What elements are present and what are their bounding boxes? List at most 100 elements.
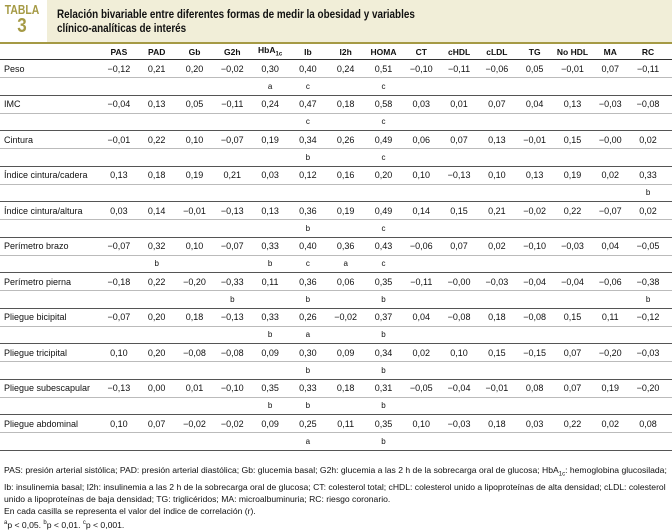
column-header: No HDL: [556, 46, 589, 57]
row-label: Pliegue tricipital: [4, 347, 68, 358]
significance-note: ap < 0,05. bp < 0,01. cp < 0,001.: [4, 517, 668, 531]
sig-c-text: p < 0,001.: [85, 519, 125, 530]
correlation-table: PAS PAD Gb G2h HbA1c Ib I2h HOMA CT cHDL cLDL TG No …: [0, 44, 672, 451]
correlation-value: 0,14: [412, 205, 431, 216]
significance-mark: b: [381, 294, 386, 304]
column-header: G2h: [224, 46, 241, 57]
top-rule: [0, 42, 672, 44]
correlation-value: 0,33: [261, 241, 279, 251]
significance-mark: c: [305, 259, 310, 269]
correlation-value: 0,43: [374, 241, 393, 251]
significance-mark: b: [381, 401, 386, 411]
title-band: Relación bivariable entre diferentes for…: [47, 0, 672, 42]
significance-mark: a: [305, 436, 311, 446]
correlation-value: 0,00: [147, 383, 166, 393]
row-label: Pliegue bicipital: [4, 312, 67, 322]
correlation-value: −0,04: [523, 276, 547, 287]
significance-mark: b: [267, 259, 273, 269]
correlation-value: 0,06: [336, 276, 355, 287]
correlation-value: 0,07: [563, 347, 582, 358]
column-header: PAS: [110, 46, 128, 57]
correlation-value: 0,11: [261, 276, 279, 287]
table-row: Perímetro brazo −0,07 0,32 0,10 −0,07 0,33 0,4…: [0, 238, 672, 256]
correlation-value: 0,18: [147, 170, 166, 180]
correlation-value: 0,30: [299, 347, 317, 358]
correlation-value: 0,07: [450, 241, 468, 251]
significance-mark: c: [305, 117, 310, 127]
significance-mark: c: [381, 152, 386, 162]
sig-a-mark: a: [4, 519, 8, 526]
correlation-value: 0,47: [299, 99, 317, 109]
correlation-value: −0,38: [636, 276, 660, 287]
correlation-value: −0,04: [561, 276, 584, 287]
correlation-value: 0,19: [261, 134, 279, 145]
significance-mark: b: [305, 401, 311, 411]
correlation-value: 0,03: [110, 205, 128, 216]
correlation-value: 0,10: [488, 170, 506, 180]
significance-mark: b: [305, 294, 311, 304]
correlation-value: 0,18: [185, 312, 204, 322]
column-header: PAD: [148, 46, 166, 57]
sig-c-mark: c: [82, 519, 86, 526]
row-label: Cintura: [4, 134, 34, 145]
correlation-value: 0,01: [450, 99, 468, 109]
correlation-value: 0,33: [639, 170, 657, 180]
table-row: IMC −0,04 0,13 0,05 −0,11 0,24 0,47 0,18 0,58 0,0…: [0, 96, 672, 114]
correlation-value: 0,13: [488, 134, 506, 145]
correlation-value: 0,04: [412, 312, 431, 322]
correlation-value: 0,07: [601, 63, 620, 74]
row-label: Índice cintura/cadera: [4, 170, 88, 180]
correlation-value: 0,07: [147, 418, 166, 429]
correlation-value: 0,30: [261, 63, 279, 74]
table-number-label: TABLA 3: [0, 0, 44, 42]
correlation-value: 0,26: [299, 312, 317, 322]
correlation-value: −0,08: [220, 347, 244, 358]
significance-mark: b: [305, 152, 311, 162]
column-header: RC: [641, 46, 655, 57]
column-header: MA: [603, 46, 617, 57]
correlation-value: 0,36: [299, 276, 317, 287]
correlation-value: 0,26: [336, 134, 355, 145]
correlation-value: −0,01: [485, 383, 509, 393]
correlation-value: 0,08: [525, 383, 544, 393]
correlation-value: −0,03: [561, 241, 584, 251]
correlation-value: −0,03: [447, 418, 471, 429]
row-label: Perímetro pierna: [4, 276, 72, 287]
correlation-value: 0,02: [601, 170, 620, 180]
correlation-value: 0,12: [299, 170, 317, 180]
significance-mark: b: [154, 259, 159, 269]
correlation-value: 0,07: [488, 99, 506, 109]
correlation-value: 0,37: [374, 312, 393, 322]
table-title: Relación bivariable entre diferentes for…: [57, 8, 415, 36]
significance-mark: a: [305, 330, 311, 340]
table-header: TABLA 3 Relación bivariable entre difere…: [0, 0, 672, 42]
correlation-value: 0,24: [261, 99, 279, 109]
correlation-value: −0,02: [183, 418, 206, 429]
correlation-note: En cada casilla se representa el valor d…: [4, 505, 256, 516]
row-label: Pliegue subescapular: [4, 383, 91, 393]
correlation-value: −0,11: [448, 63, 471, 74]
correlation-value: −0,00: [598, 134, 622, 145]
correlation-value: 0,49: [374, 134, 393, 145]
correlation-value: −0,02: [523, 205, 547, 216]
column-header: Ib: [304, 46, 312, 57]
abbrev-sub: 1c: [558, 471, 566, 478]
correlation-value: −0,13: [447, 170, 471, 180]
correlation-value: −0,03: [485, 276, 509, 287]
row-label: IMC: [4, 99, 21, 109]
correlation-value: 0,20: [185, 63, 204, 74]
correlation-value: −0,03: [636, 347, 660, 358]
column-header: cLDL: [486, 46, 508, 57]
title-line-2: clínico-analíticas de interés: [57, 23, 187, 35]
correlation-value: 0,03: [412, 99, 431, 109]
correlation-value: −0,06: [485, 63, 509, 74]
correlation-value: −0,07: [220, 241, 244, 251]
correlation-value: 0,19: [601, 383, 620, 393]
correlation-value: 0,10: [450, 347, 468, 358]
significance-mark: c: [381, 81, 386, 91]
correlation-value: 0,19: [563, 170, 582, 180]
